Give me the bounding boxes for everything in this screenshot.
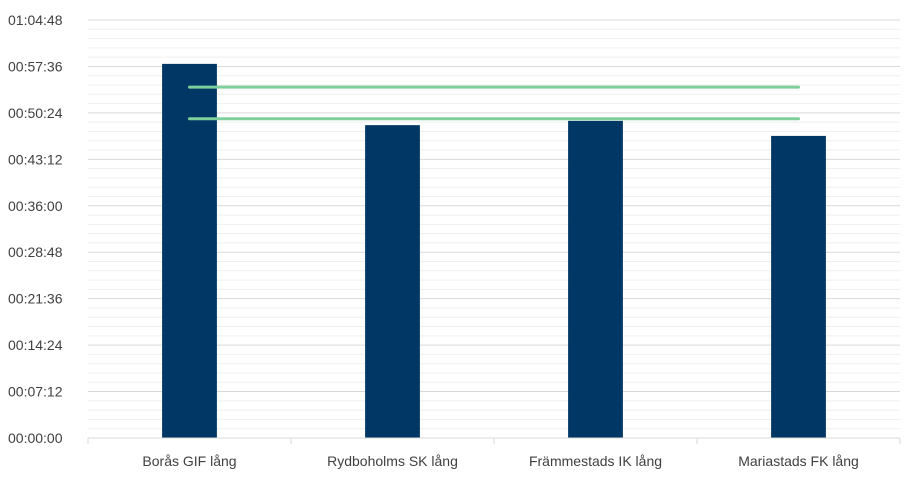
- x-axis-tick-labels: Borås GIF lång Rydboholms SK lång Främmest…: [142, 453, 858, 469]
- x-tick-label: Främmestads IK lång: [529, 453, 662, 469]
- bars: [162, 63, 826, 438]
- axes: [87, 437, 901, 444]
- y-tick-label: 00:21:36: [8, 291, 63, 307]
- y-tick-label: 00:07:12: [8, 384, 63, 400]
- y-tick-label: 00:00:00: [8, 430, 63, 446]
- y-tick-label: 00:50:24: [8, 105, 63, 121]
- y-tick-label: 00:43:12: [8, 151, 63, 167]
- y-axis-tick-labels: 00:00:00 00:07:12 00:14:24 00:21:36 00:28:48…: [8, 12, 63, 446]
- y-tick-label: 01:04:48: [8, 12, 63, 28]
- bar: [568, 120, 623, 438]
- bar: [771, 135, 826, 438]
- x-tick-label: Mariastads FK lång: [738, 453, 859, 469]
- major-gridlines: [88, 19, 900, 393]
- y-tick-label: 00:36:00: [8, 198, 63, 214]
- y-tick-label: 00:57:36: [8, 58, 63, 74]
- y-tick-label: 00:14:24: [8, 337, 63, 353]
- x-tick-label: Rydboholms SK lång: [327, 453, 458, 469]
- reference-lines: [188, 85, 800, 121]
- minor-gridlines: [88, 28, 900, 430]
- bar: [365, 125, 420, 438]
- bar: [162, 63, 217, 438]
- y-tick-label: 00:28:48: [8, 244, 63, 260]
- x-tick-label: Borås GIF lång: [142, 453, 236, 469]
